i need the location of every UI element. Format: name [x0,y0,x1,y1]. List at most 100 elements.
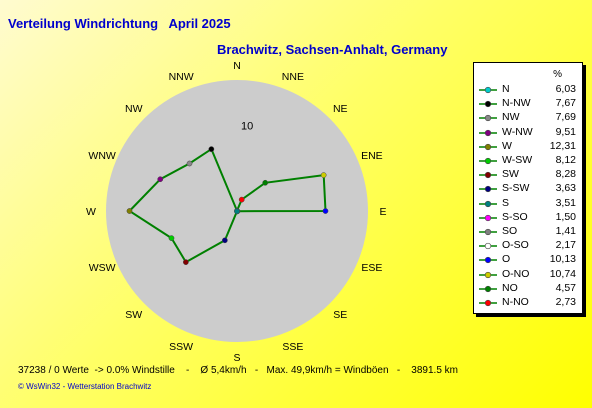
legend-swatch [479,271,497,278]
direction-label-s: S [233,352,240,364]
direction-label-wsw: WSW [89,262,116,274]
legend-value: 2,73 [555,296,576,308]
direction-label-nnw: NNW [169,71,194,83]
point-s [234,208,240,215]
legend-name: W-NW [502,125,533,138]
direction-label-ese: ESE [361,262,382,274]
legend-value: 7,69 [555,111,576,124]
point-sw [183,259,189,265]
legend-name: S-SO [502,210,528,223]
point-e [322,208,329,214]
legend-name: W-SW [502,154,533,166]
legend-swatch [479,115,497,122]
legend-value: 10,13 [549,253,576,266]
legend-swatch [479,86,497,94]
legend-swatch [479,101,497,108]
legend-item-n-nw: N-NW 7,67 [474,97,582,111]
legend-item-o-so: O-SO 2,17 [474,239,582,253]
legend-swatch [479,228,497,236]
legend-name: NO [502,281,518,294]
direction-label-sw: SW [125,309,142,321]
direction-label-nne: NNE [282,71,304,83]
footer-stats: 37238 / 0 Werte -> 0.0% Windstille - Ø 5… [18,365,458,376]
legend-name: N-NO [502,296,529,308]
legend-name: SW [502,168,519,181]
legend-swatch [479,143,497,150]
legend-item-s: S 3,51 [474,197,582,211]
legend-swatch [479,200,497,207]
direction-label-ne: NE [333,103,348,115]
point-ssw [222,237,228,244]
legend-name: O [502,253,511,266]
chart-subtitle: Brachwitz, Sachsen-Anhalt, Germany [217,42,448,57]
point-ene [320,172,327,178]
direction-label-w: W [86,206,96,218]
legend-name: O-NO [502,267,530,280]
point-wsw [168,235,175,241]
point-wnw [157,176,164,183]
legend-item-w-sw: W-SW 8,12 [474,154,582,168]
legend-name: O-SO [502,239,529,252]
legend-item-so: SO 1,41 [474,225,582,239]
copyright: © WsWin32 - Wetterstation Brachwitz [18,382,152,391]
direction-label-sse: SSE [282,341,303,353]
legend-swatch [479,157,497,165]
legend-name: NW [502,111,520,124]
legend-item-n: N 6,03 [474,83,582,97]
legend-swatch [479,243,497,250]
legend-item-no: NO 4,57 [474,282,582,296]
legend-swatch [479,172,497,179]
legend-name: N-NW [502,97,531,110]
legend-swatch [479,299,497,307]
legend-item-nw: NW 7,69 [474,111,582,125]
legend-name: S [502,196,510,209]
legend-value: 3,63 [555,182,576,195]
direction-label-nw: NW [125,103,143,115]
legend-item-s-sw: S-SW 3,63 [474,182,582,196]
point-ne [262,179,269,186]
chart-title: Verteilung Windrichtung April 2025 [8,16,231,31]
legend-value: 1,41 [555,225,576,237]
legend-item-n-no: N-NO 2,73 [474,296,582,310]
legend-swatch [479,285,497,292]
direction-label-n: N [233,60,241,72]
ring-label: 10 [241,121,253,133]
legend-value: 2,17 [555,239,576,252]
legend-item-s-so: S-SO 1,50 [474,211,582,225]
direction-label-ene: ENE [361,150,383,162]
legend-value: 3,51 [555,196,576,209]
legend-item-o-no: O-NO 10,74 [474,268,582,282]
legend-item-sw: SW 8,28 [474,168,582,182]
legend-value: 12,31 [549,139,576,152]
point-w [126,208,133,214]
point-nnw [208,146,215,152]
direction-label-se: SE [333,309,347,321]
legend: % N 6,03 N-NW 7,67 NW 7,69 W-NW 9,51 W 12,31 W-SW 8… [473,62,583,314]
legend-item-o: O 10,13 [474,253,582,267]
legend-unit: % [553,69,562,80]
legend-swatch [479,214,497,221]
legend-swatch [479,186,497,193]
legend-value: 10,74 [549,267,576,280]
legend-name: S-SW [502,182,530,195]
legend-name: N [502,83,510,95]
point-nne [238,196,245,203]
legend-item-w: W 12,31 [474,140,582,154]
legend-swatch [479,129,497,136]
legend-name: SO [502,225,518,237]
direction-label-ssw: SSW [169,341,193,353]
legend-value: 6,03 [555,83,576,95]
point-nw [186,160,193,167]
legend-name: W [502,139,512,152]
legend-value: 9,51 [555,125,576,138]
legend-value: 1,50 [555,210,576,223]
legend-item-w-nw: W-NW 9,51 [474,126,582,140]
direction-label-e: E [379,206,386,218]
legend-value: 8,28 [555,168,576,181]
legend-value: 4,57 [555,281,576,294]
direction-label-wnw: WNW [88,150,115,162]
legend-swatch [479,257,497,264]
legend-value: 7,67 [555,97,576,110]
